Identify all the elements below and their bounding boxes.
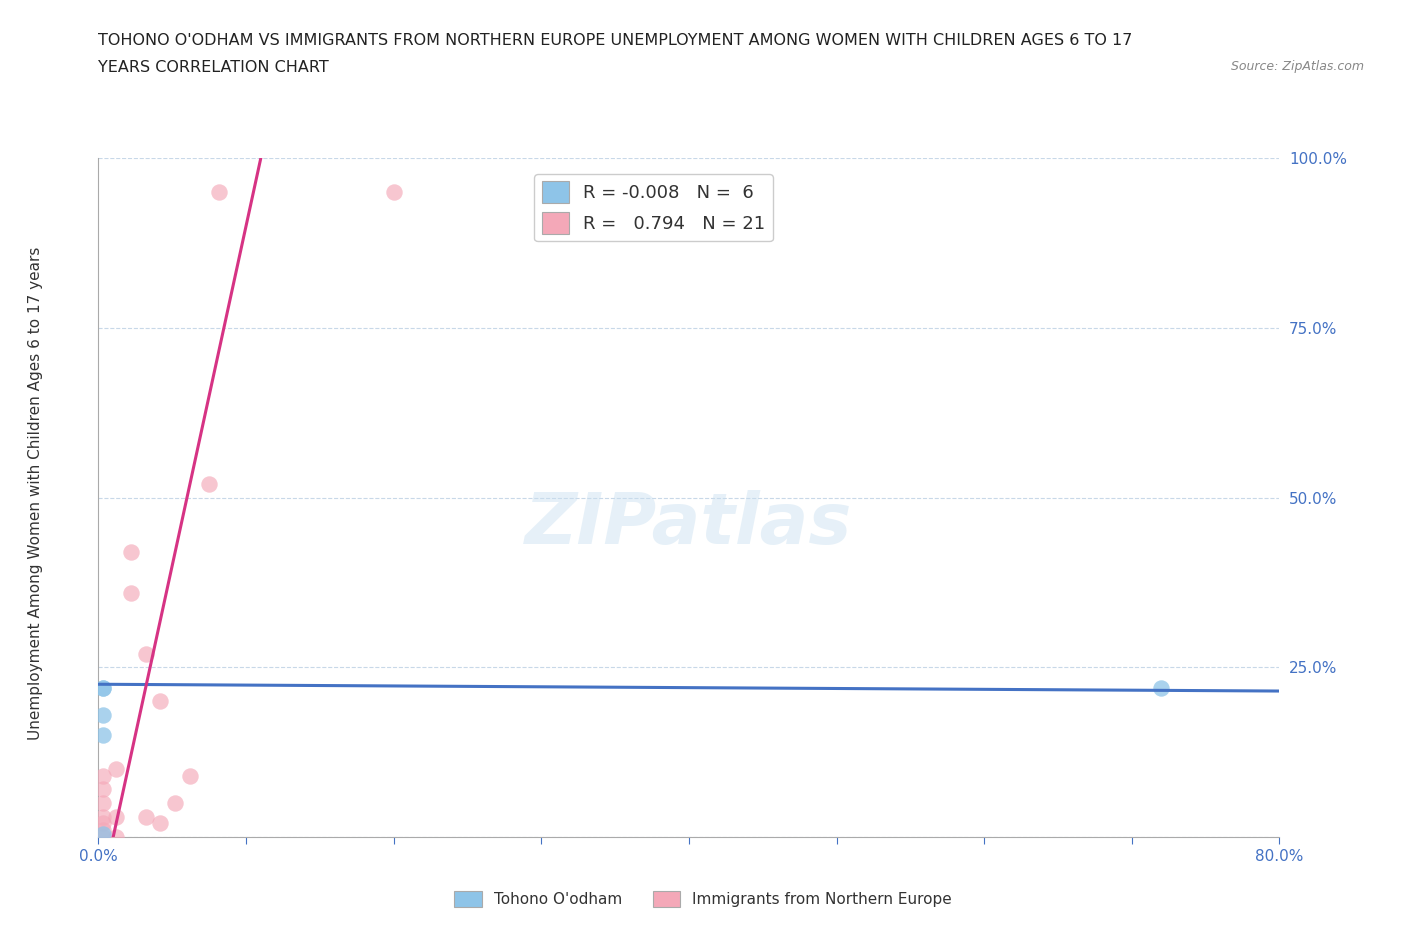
Point	[91, 680, 114, 695]
Point	[149, 816, 172, 830]
Point	[91, 680, 114, 695]
Point	[165, 796, 187, 811]
Point	[105, 830, 128, 844]
Text: Unemployment Among Women with Children Ages 6 to 17 years: Unemployment Among Women with Children A…	[28, 246, 42, 739]
Point	[135, 809, 157, 824]
Point	[91, 727, 114, 742]
Text: Source: ZipAtlas.com: Source: ZipAtlas.com	[1230, 60, 1364, 73]
Point	[91, 826, 114, 841]
Point	[135, 646, 157, 661]
Point	[198, 476, 221, 491]
Point	[91, 816, 114, 830]
Point	[382, 185, 405, 200]
Point	[120, 544, 142, 559]
Point	[149, 694, 172, 709]
Point	[105, 809, 128, 824]
Point	[91, 830, 114, 844]
Legend: Tohono O'odham, Immigrants from Northern Europe: Tohono O'odham, Immigrants from Northern…	[449, 884, 957, 913]
Point	[105, 762, 128, 777]
Point	[1150, 680, 1173, 695]
Point	[91, 782, 114, 797]
Text: YEARS CORRELATION CHART: YEARS CORRELATION CHART	[98, 60, 329, 75]
Point	[91, 809, 114, 824]
Point	[91, 768, 114, 783]
Point	[91, 823, 114, 838]
Text: ZIPatlas: ZIPatlas	[526, 490, 852, 559]
Legend: R = -0.008   N =  6, R =   0.794   N = 21: R = -0.008 N = 6, R = 0.794 N = 21	[534, 174, 772, 242]
Text: TOHONO O'ODHAM VS IMMIGRANTS FROM NORTHERN EUROPE UNEMPLOYMENT AMONG WOMEN WITH : TOHONO O'ODHAM VS IMMIGRANTS FROM NORTHE…	[98, 33, 1133, 47]
Point	[91, 796, 114, 811]
Point	[120, 585, 142, 600]
Point	[179, 768, 201, 783]
Point	[208, 185, 231, 200]
Point	[91, 708, 114, 723]
